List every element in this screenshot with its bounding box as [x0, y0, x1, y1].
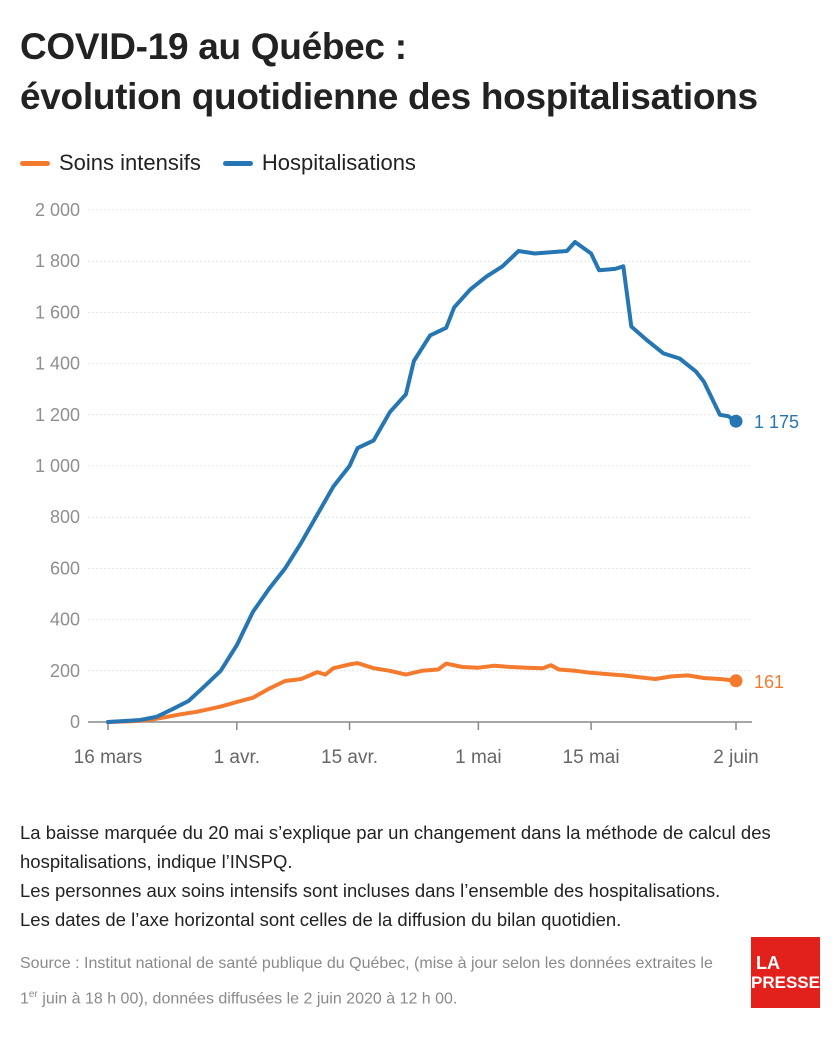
legend-swatch-soins-intensifs [20, 160, 50, 166]
source-text: Source : Institut national de santé publ… [20, 948, 730, 1014]
end-point-soins-intensifs [729, 674, 743, 688]
y-tick-label: 2 000 [35, 200, 80, 220]
legend-item-hospitalisations: Hospitalisations [222, 150, 416, 176]
y-tick-label: 1 400 [35, 354, 80, 374]
source-superscript: er [28, 989, 38, 1000]
y-tick-label: 400 [50, 610, 80, 630]
note-line-1: La baisse marquée du 20 mai s’explique p… [20, 822, 771, 872]
title-line-1: COVID-19 au Québec : [20, 26, 407, 67]
legend: Soins intensifs Hospitalisations [20, 148, 438, 178]
legend-label-hospitalisations: Hospitalisations [261, 150, 416, 175]
y-tick-label: 1 200 [35, 405, 80, 425]
x-tick-label: 16 mars [74, 747, 143, 768]
x-tick-label: 15 mai [563, 747, 620, 768]
note-line-3: Les dates de l’axe horizontal sont celle… [20, 909, 622, 930]
y-tick-label: 1 800 [35, 251, 80, 271]
line-chart: 0 200 400 600 800 1 000 1 200 1 400 1 600 1 800 2 … [35, 200, 799, 768]
y-tick-label: 1 600 [35, 302, 80, 322]
series-line-hospitalisations [106, 240, 738, 724]
logo-line-1: LA [756, 952, 780, 973]
y-tick-label: 200 [50, 661, 80, 681]
source-part-2: juin à 18 h 00), données diffusées le 2 … [37, 990, 458, 1008]
x-tick-label: 15 avr. [321, 747, 378, 768]
logo-line-2: PRESSE [751, 972, 820, 992]
chart-title: COVID-19 au Québec : évolution quotidien… [20, 22, 820, 122]
chart-notes: La baisse marquée du 20 mai s’explique p… [20, 818, 830, 934]
la-presse-logo: LA PRESSE [751, 937, 820, 1008]
end-label-soins-intensifs: 161 [754, 672, 784, 692]
legend-label-soins-intensifs: Soins intensifs [59, 150, 201, 175]
y-tick-label: 0 [70, 712, 80, 732]
end-label-hospitalisations: 1 175 [754, 412, 799, 432]
end-point-hospitalisations [729, 414, 743, 428]
legend-item-soins-intensifs: Soins intensifs [20, 150, 201, 176]
y-tick-label: 1 000 [35, 456, 80, 476]
source-part-1: Source : Institut national de santé publ… [20, 955, 713, 1008]
series-line-soins-intensifs [106, 661, 738, 724]
legend-swatch-hospitalisations [222, 160, 253, 166]
x-tick-label: 1 mai [455, 747, 501, 768]
title-line-2: évolution quotidienne des hospitalisatio… [20, 76, 758, 117]
x-tick-label: 2 juin [713, 747, 758, 768]
note-line-2: Les personnes aux soins intensifs sont i… [20, 880, 721, 901]
x-tick-label: 1 avr. [214, 747, 260, 768]
y-tick-label: 800 [50, 507, 80, 527]
y-tick-label: 600 [50, 558, 80, 578]
